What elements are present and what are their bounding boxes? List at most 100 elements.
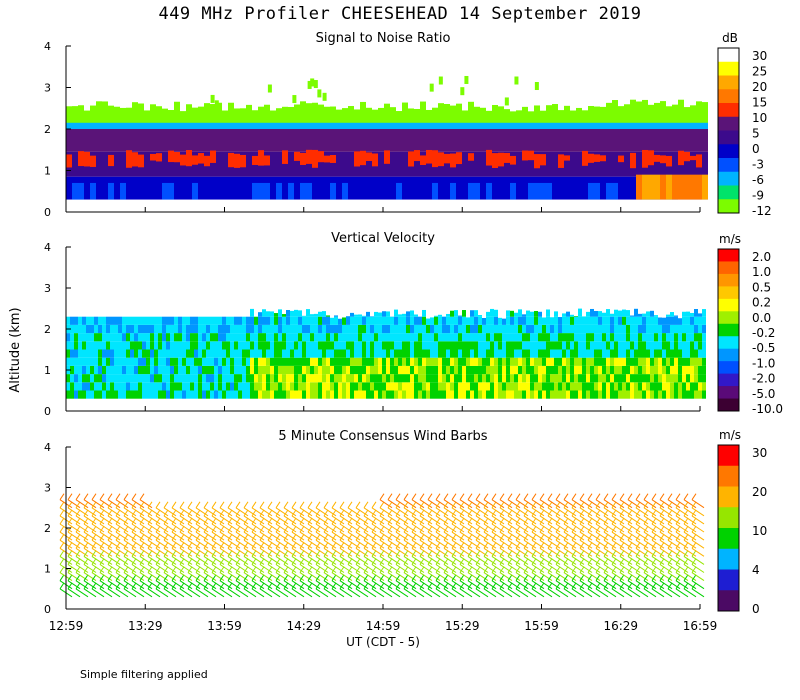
vv-cell (514, 357, 518, 366)
vv-cell (594, 324, 598, 334)
wind-barb-flag (179, 566, 185, 573)
snr-cell (354, 122, 360, 132)
wind-barb-flag (683, 558, 689, 565)
vv-cell (354, 374, 358, 383)
wind-barb (531, 507, 545, 517)
vv-cell (602, 333, 606, 342)
vv-cell (682, 357, 686, 366)
snr-cell (204, 103, 210, 127)
wind-barb (683, 555, 697, 565)
vv-cell (458, 324, 462, 334)
wind-barb (83, 531, 97, 541)
vv-cell (206, 382, 210, 391)
vv-cell (506, 390, 510, 399)
wind-barb-flag (355, 501, 361, 509)
snr-cell (102, 151, 108, 177)
vv-cell (226, 390, 230, 399)
vv-cell (654, 357, 658, 366)
wind-barb-flag (251, 582, 257, 590)
snr-cell (396, 151, 402, 177)
vv-cell (154, 349, 158, 358)
wind-barb-flag (643, 493, 649, 500)
vv-cell (166, 333, 170, 342)
vv-cell (366, 324, 370, 334)
snr-cell (696, 101, 702, 127)
snr-cell (300, 152, 306, 165)
wind-barb (435, 580, 449, 590)
wind-barb-flag (547, 558, 553, 565)
wind-barb-flag (691, 550, 697, 557)
wind-barb-flag (611, 517, 617, 525)
vv-cell (138, 374, 142, 383)
wind-barb-flag (427, 501, 433, 509)
vv-cell (442, 333, 446, 342)
vv-cell (398, 357, 402, 366)
vv-cell (190, 374, 194, 383)
vv-cell (486, 311, 490, 317)
snr-cell (138, 129, 144, 152)
vv-cell (366, 374, 370, 383)
vv-cell (466, 324, 470, 334)
vv-cell (666, 365, 670, 375)
wind-barb (195, 555, 209, 565)
vv-cell (350, 316, 354, 325)
vv-cell (190, 341, 194, 350)
vv-cell (186, 324, 190, 334)
colorbar-label: 4 (752, 563, 760, 577)
vv-cell (654, 349, 658, 358)
vv-cell (326, 390, 330, 399)
wind-barb-flag (611, 566, 617, 573)
snr-cell (654, 154, 660, 162)
wind-barb (451, 580, 465, 590)
wind-barb-flag (115, 509, 121, 517)
colorbar-swatch (718, 348, 739, 362)
vv-cell (570, 324, 574, 334)
snr-cell (672, 104, 678, 127)
wind-barb-flag (659, 493, 665, 500)
vv-cell (526, 349, 530, 358)
wind-barb-flag (531, 558, 537, 565)
vv-cell (346, 382, 350, 391)
wind-barb-flag (227, 509, 233, 517)
wind-barb (179, 588, 193, 598)
wind-barb (643, 523, 657, 533)
vv-cell (338, 349, 342, 358)
snr-cell (144, 110, 150, 127)
wind-barb (483, 555, 497, 565)
vv-cell (686, 365, 690, 375)
wind-barb (267, 523, 281, 533)
wind-barb-flag (203, 550, 209, 557)
wind-barb-flag (179, 517, 185, 525)
snr-cell (192, 155, 198, 165)
vv-cell (690, 365, 694, 375)
wind-barb-flag (379, 501, 385, 509)
wind-barb (291, 531, 305, 541)
vv-cell (702, 316, 706, 325)
wind-barb (67, 507, 81, 517)
wind-barb-flag (587, 574, 593, 581)
wind-barb (171, 515, 185, 525)
snr-cell (174, 129, 180, 152)
snr-cell (426, 122, 432, 132)
wind-barb (563, 507, 577, 517)
wind-barb-flag (75, 517, 81, 525)
snr-cell (618, 176, 624, 200)
wind-barb-flag (363, 574, 369, 581)
wind-barb-flag (491, 542, 497, 549)
wind-barb (451, 572, 465, 582)
wind-barb-flag (499, 493, 505, 500)
vv-cell (338, 390, 342, 399)
wind-barb-flag (203, 542, 209, 549)
wind-barb (379, 580, 393, 590)
vv-cell (326, 349, 330, 358)
wind-barb-flag (347, 517, 353, 525)
vv-cell (574, 365, 578, 375)
vv-cell (638, 390, 642, 399)
vv-cell (594, 333, 598, 342)
vv-cell (146, 349, 150, 358)
y-tick-label: 0 (44, 603, 51, 616)
wind-barb (419, 564, 433, 573)
wind-barb (627, 572, 641, 582)
wind-barb-flag (147, 501, 153, 509)
vv-cell (238, 374, 242, 383)
